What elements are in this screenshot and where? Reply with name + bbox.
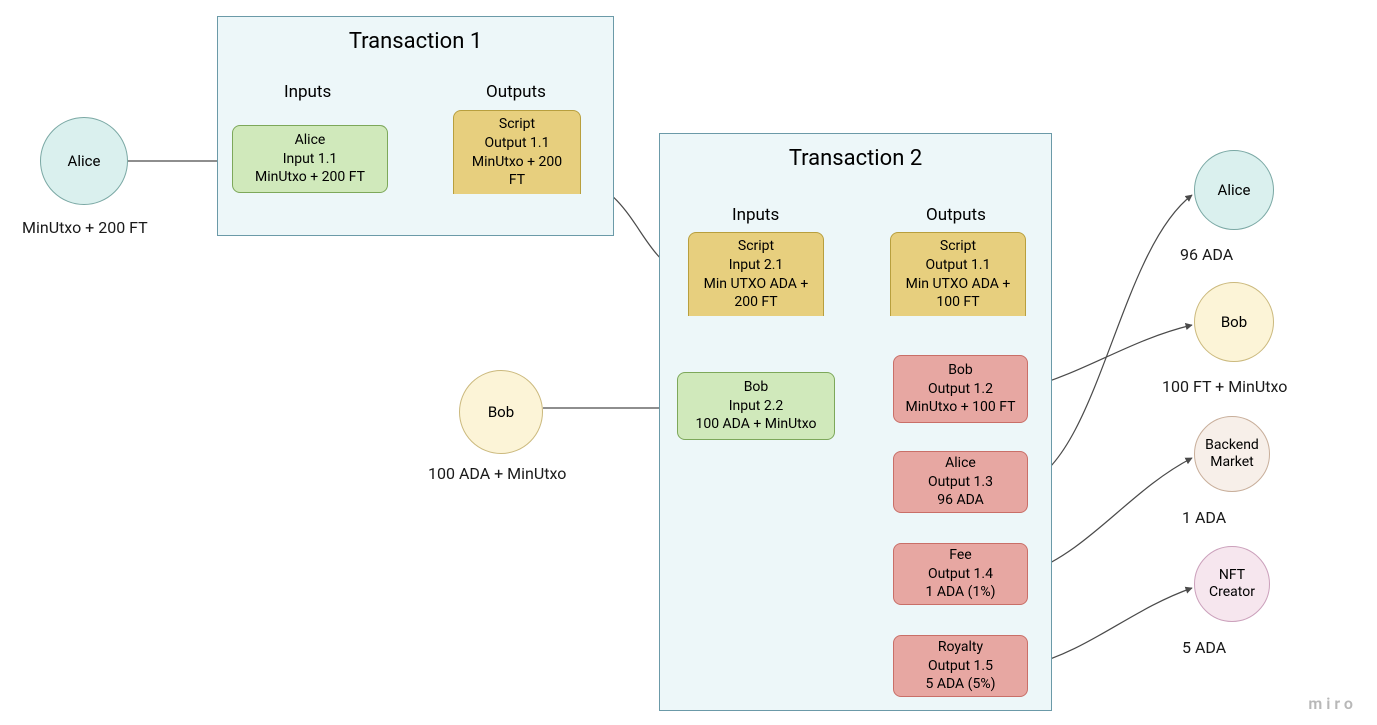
node-line: Min UTXO ADA + [704, 275, 809, 294]
actor-label-l1: Backend [1205, 437, 1259, 453]
node-line: Min UTXO ADA + [906, 275, 1011, 294]
actor-bob-left-caption: 100 ADA + MinUtxo [428, 464, 566, 483]
tx2-output-1-5: Royalty Output 1.5 5 ADA (5%) [893, 635, 1028, 697]
transaction-2-title: Transaction 2 [660, 146, 1051, 171]
actor-label: Alice [1218, 181, 1251, 199]
actor-bob-right-caption: 100 FT + MinUtxo [1162, 377, 1287, 396]
node-line: Alice [295, 131, 326, 150]
node-line: Script [940, 237, 976, 256]
actor-label-l1: NFT [1219, 567, 1245, 583]
tx1-outputs-header: Outputs [486, 82, 546, 102]
transaction-1-title: Transaction 1 [218, 29, 613, 54]
actor-alice-right-caption: 96 ADA [1180, 245, 1233, 264]
node-line: Alice [945, 454, 976, 473]
tx2-inputs-header: Inputs [732, 205, 779, 225]
tx1-inputs-header: Inputs [284, 82, 331, 102]
node-line: Input 2.2 [729, 397, 784, 416]
node-line: 100 FT [936, 293, 979, 312]
node-line: 100 ADA + MinUtxo [695, 415, 816, 434]
actor-nft-creator: NFT Creator [1194, 546, 1270, 622]
node-line: 96 ADA [937, 491, 984, 510]
node-line: Input 2.1 [729, 256, 784, 275]
actor-label: Bob [488, 403, 514, 421]
actor-backend-market: Backend Market [1194, 416, 1270, 492]
actor-label: Bob [1221, 313, 1247, 331]
tx2-output-1-2: Bob Output 1.2 MinUtxo + 100 FT [893, 355, 1028, 423]
actor-alice-left: Alice [40, 117, 128, 205]
node-line: Output 1.3 [928, 473, 993, 492]
actor-alice-left-caption: MinUtxo + 200 FT [22, 218, 148, 237]
node-line: Output 1.1 [485, 134, 550, 153]
actor-label: Alice [68, 152, 101, 170]
tx2-outputs-header: Outputs [926, 205, 986, 225]
actor-creator-caption: 5 ADA [1182, 638, 1226, 657]
tx2-output-1-1: Script Output 1.1 Min UTXO ADA + 100 FT [890, 232, 1026, 316]
tx2-input-2-1: Script Input 2.1 Min UTXO ADA + 200 FT [688, 232, 824, 316]
actor-market-caption: 1 ADA [1182, 508, 1226, 527]
tx1-output-1-1: Script Output 1.1 MinUtxo + 200 FT [453, 110, 581, 194]
node-line: 5 ADA (5%) [926, 675, 996, 694]
node-line: Output 1.2 [928, 380, 993, 399]
node-line: Output 1.5 [928, 657, 993, 676]
actor-alice-right: Alice [1194, 150, 1274, 230]
node-line: Royalty [938, 638, 983, 657]
node-line: Bob [948, 361, 973, 380]
node-line: MinUtxo + 100 FT [905, 398, 1015, 417]
tx2-output-1-4: Fee Output 1.4 1 ADA (1%) [893, 543, 1028, 605]
actor-bob-right: Bob [1194, 282, 1274, 362]
actor-bob-left: Bob [459, 370, 543, 454]
node-line: Input 1.1 [283, 150, 338, 169]
node-line: Script [738, 237, 774, 256]
watermark: miro [1308, 694, 1357, 713]
actor-label-l2: Market [1210, 454, 1254, 470]
node-line: Bob [744, 378, 769, 397]
node-line: MinUtxo + 200 [472, 153, 562, 172]
node-line: Script [499, 115, 535, 134]
node-line: Fee [949, 546, 971, 565]
actor-label-l2: Creator [1209, 584, 1255, 600]
node-line: 1 ADA (1%) [926, 583, 996, 602]
tx2-input-2-2: Bob Input 2.2 100 ADA + MinUtxo [677, 372, 835, 440]
node-line: Output 1.1 [926, 256, 991, 275]
node-line: Output 1.4 [928, 565, 993, 584]
tx2-output-1-3: Alice Output 1.3 96 ADA [893, 451, 1028, 513]
node-line: FT [509, 171, 525, 190]
node-line: MinUtxo + 200 FT [255, 168, 365, 187]
node-line: 200 FT [734, 293, 777, 312]
tx1-input-1-1: Alice Input 1.1 MinUtxo + 200 FT [232, 125, 388, 193]
